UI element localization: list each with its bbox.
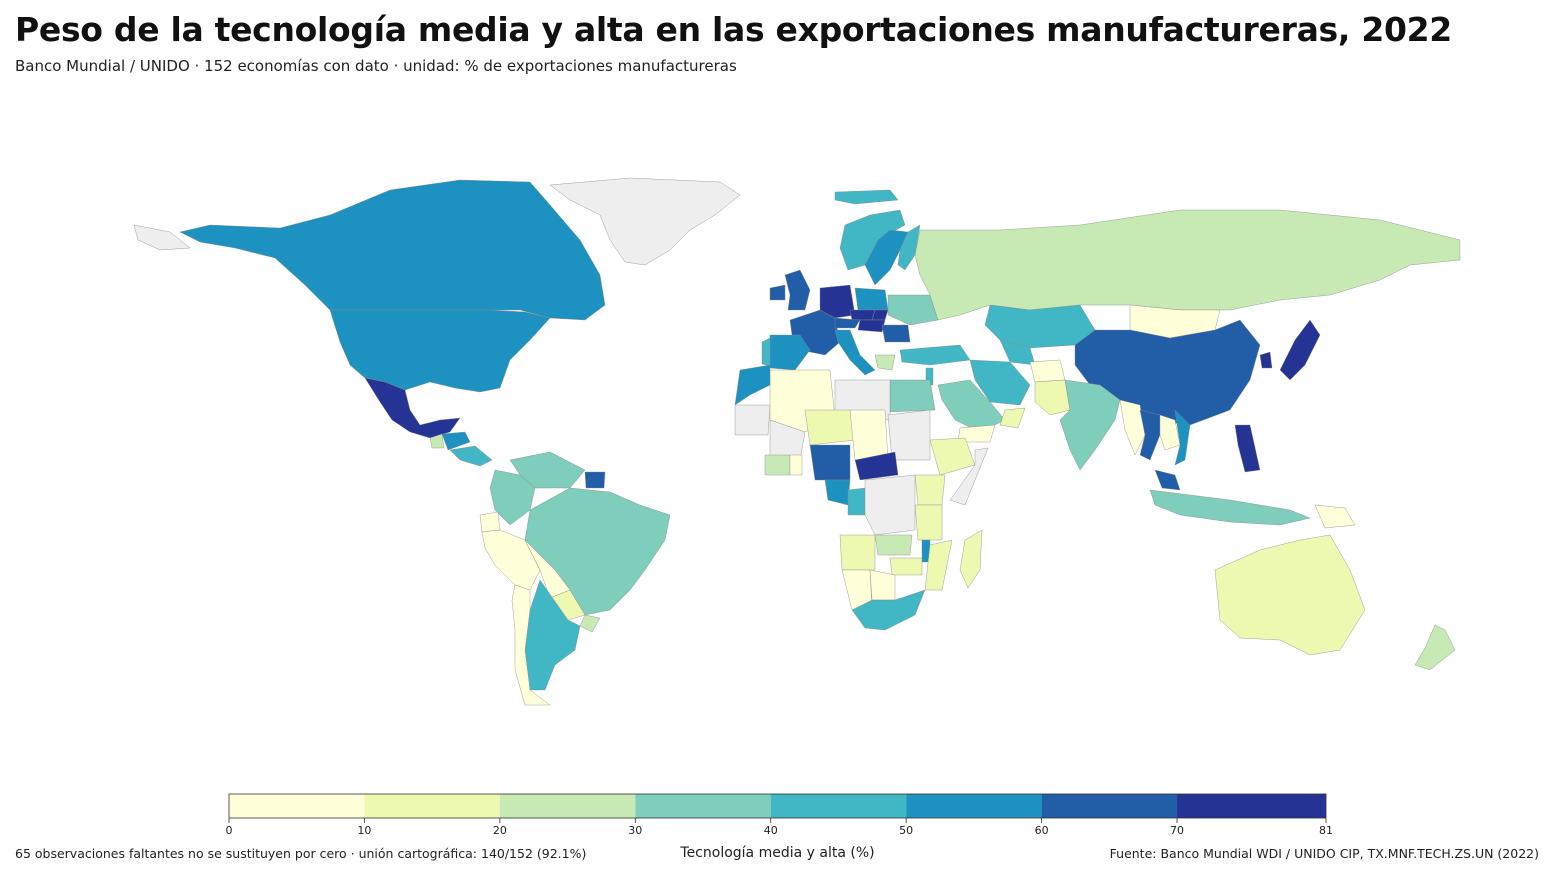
country-mexico — [364, 377, 461, 439]
legend-tick-label: 60 — [1035, 824, 1049, 837]
legend-frame — [228, 793, 1327, 819]
country-kenya — [914, 474, 946, 506]
country-greece — [874, 354, 896, 371]
legend-tick-label: 10 — [357, 824, 371, 837]
country-austria — [834, 317, 861, 329]
country-slovakia — [871, 309, 889, 321]
country-zambia — [874, 534, 913, 556]
legend-swatch — [1041, 794, 1178, 818]
country-chile — [511, 584, 551, 706]
country-afghanistan — [1029, 359, 1066, 383]
country-suriname — [584, 471, 606, 489]
legend-tick-label: 30 — [628, 824, 642, 837]
country-italy — [834, 329, 876, 376]
legend-swatch — [499, 794, 636, 818]
country-australia — [1214, 534, 1366, 656]
source-note: Fuente: Banco Mundial WDI / UNIDO CIP, T… — [1109, 846, 1539, 861]
country-laos — [1159, 414, 1181, 451]
country-ireland — [769, 284, 786, 301]
country-guatemala — [429, 433, 445, 449]
country-portugal — [761, 337, 771, 367]
legend-swatch — [364, 794, 500, 818]
country-indonesia — [1149, 489, 1311, 526]
country-czechia — [849, 309, 876, 321]
country-hungary — [857, 319, 886, 333]
country-madagascar — [959, 529, 983, 589]
country-mauritania — [734, 404, 771, 436]
legend-swatch — [770, 794, 907, 818]
country-yemen — [957, 424, 996, 443]
country-greenland — [549, 177, 741, 266]
country-vietnam — [1174, 409, 1191, 466]
country-sudan — [887, 409, 931, 461]
country-niger — [804, 409, 856, 446]
country-oman — [999, 407, 1026, 429]
legend-swatch — [229, 794, 365, 818]
country-united-kingdom — [784, 269, 811, 311]
country-ukraine — [887, 294, 939, 326]
country-papua-new-guinea — [1314, 504, 1356, 529]
country-mozambique — [924, 539, 953, 591]
country-egypt — [889, 379, 936, 413]
country-colombia — [489, 469, 536, 526]
legend-tick-label: 40 — [764, 824, 778, 837]
country-cameroon — [824, 479, 851, 506]
chart-title: Peso de la tecnología media y alta en la… — [15, 10, 1452, 49]
country-romania — [881, 324, 911, 343]
country-central-african-republic — [854, 451, 899, 481]
country-united-states — [329, 309, 551, 393]
country-ghana — [789, 454, 803, 476]
country-pakistan — [1034, 379, 1071, 416]
country-norway — [839, 209, 906, 271]
world-map — [130, 170, 1470, 715]
country-honduras — [441, 431, 471, 451]
legend-title: Tecnología media y alta (%) — [680, 845, 875, 861]
missing-data-note: 65 observaciones faltantes no se sustitu… — [15, 846, 587, 861]
country-angola — [839, 534, 876, 571]
country-ethiopia — [929, 437, 976, 476]
country-iceland — [834, 189, 899, 205]
country-uruguay — [579, 614, 601, 633]
country-greenland — [133, 224, 191, 251]
legend-tick-label: 50 — [899, 824, 913, 837]
country-poland — [854, 287, 889, 311]
country-india — [1059, 379, 1121, 471]
country-nigeria — [809, 444, 851, 481]
country-zimbabwe — [889, 557, 923, 576]
country-new-zealand — [1414, 624, 1456, 671]
country-canada — [179, 179, 606, 321]
country-south-africa — [851, 589, 926, 631]
country-iran — [969, 359, 1031, 406]
legend-swatch — [906, 794, 1042, 818]
country-somalia — [949, 447, 989, 506]
country-dr-congo — [864, 474, 916, 536]
color-legend-svg: 0 10 20 30 40 50 60 70 81 — [226, 793, 1333, 837]
legend-tick-label: 20 — [493, 824, 507, 837]
color-legend: 0 10 20 30 40 50 60 70 81 — [226, 793, 1333, 837]
country-south-korea — [1259, 351, 1273, 369]
legend-swatch — [635, 794, 771, 818]
country-congo — [847, 487, 866, 516]
country-philippines — [1234, 424, 1261, 473]
legend-tick-label: 81 — [1319, 824, 1333, 837]
country-botswana — [869, 569, 896, 601]
chart-subtitle: Banco Mundial / UNIDO · 152 economías co… — [15, 57, 737, 75]
country-tanzania — [914, 504, 943, 541]
country-ivory-coast — [764, 454, 791, 476]
country-costa-rica — [449, 445, 493, 467]
country-germany — [819, 284, 856, 319]
country-myanmar — [1119, 399, 1146, 456]
country-chad — [849, 409, 889, 461]
country-russia — [914, 209, 1461, 321]
country-malaysia — [1154, 469, 1181, 491]
country-japan — [1279, 319, 1321, 381]
country-ecuador — [479, 511, 501, 533]
legend-tick-label: 70 — [1170, 824, 1184, 837]
world-map-svg — [133, 177, 1461, 706]
country-morocco — [734, 364, 771, 406]
country-turkey — [899, 344, 971, 366]
legend-tick-label: 0 — [226, 824, 233, 837]
legend-swatch — [1177, 794, 1326, 818]
